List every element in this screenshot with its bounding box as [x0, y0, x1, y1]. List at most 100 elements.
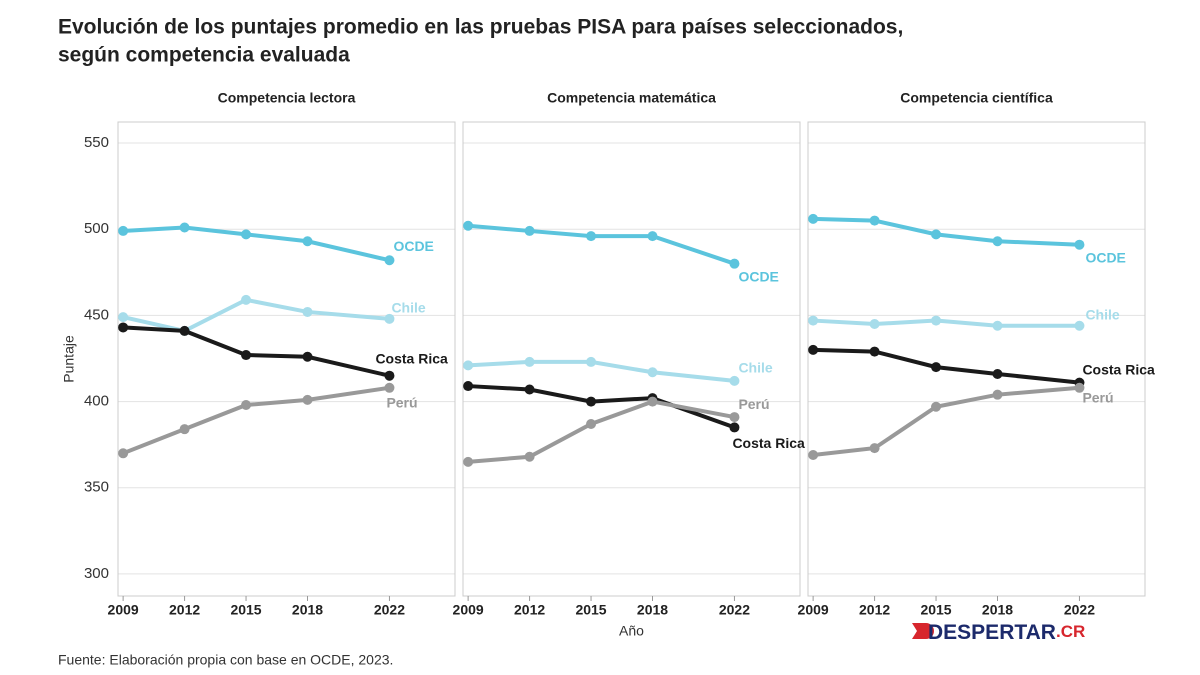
data-point: [302, 394, 313, 405]
logo-name: DESPERTAR: [928, 621, 1056, 644]
series-label: OCDE: [1085, 249, 1125, 265]
data-point: [463, 220, 474, 231]
x-tick-label: 2015: [920, 602, 951, 618]
data-point: [241, 294, 252, 305]
data-point: [869, 215, 880, 226]
x-tick-label: 2012: [514, 602, 545, 618]
chart-title: según competencia evaluada: [58, 44, 350, 67]
data-point: [931, 229, 942, 240]
series-label: Costa Rica: [732, 435, 805, 451]
series-label: Chile: [738, 360, 772, 376]
x-tick-label: 2009: [108, 602, 139, 618]
data-point: [302, 351, 313, 362]
data-point: [931, 362, 942, 373]
data-point: [384, 255, 395, 266]
data-point: [869, 443, 880, 454]
x-tick-label: 2018: [292, 602, 323, 618]
data-point: [586, 356, 597, 367]
logo: DESPERTAR.CR: [928, 621, 1085, 644]
data-point: [384, 313, 395, 324]
x-tick-label: 2022: [374, 602, 405, 618]
data-point: [869, 319, 880, 330]
x-tick-label: 2022: [719, 602, 750, 618]
data-point: [302, 306, 313, 317]
data-point: [647, 367, 658, 378]
y-tick-label: 550: [84, 134, 109, 151]
logo-icon: [912, 623, 934, 639]
series-label: OCDE: [738, 268, 778, 284]
data-point: [992, 389, 1003, 400]
x-tick-label: 2022: [1064, 602, 1095, 618]
data-point: [586, 396, 597, 407]
panel-title: Competencia matemática: [547, 90, 716, 106]
data-point: [179, 424, 190, 435]
data-point: [1074, 239, 1085, 250]
data-point: [241, 400, 252, 411]
panel-title: Competencia lectora: [218, 90, 356, 106]
data-point: [647, 396, 658, 407]
data-point: [524, 384, 535, 395]
data-point: [384, 370, 395, 381]
series-label: OCDE: [393, 238, 433, 254]
x-tick-label: 2018: [637, 602, 668, 618]
data-point: [463, 381, 474, 392]
x-tick-label: 2009: [798, 602, 829, 618]
data-point: [808, 344, 819, 355]
data-point: [241, 229, 252, 240]
data-point: [463, 456, 474, 467]
series-label: Chile: [391, 300, 425, 316]
series-label: Perú: [1082, 389, 1113, 405]
data-point: [992, 236, 1003, 247]
series-label: Perú: [386, 394, 417, 410]
y-tick-label: 500: [84, 220, 109, 237]
data-point: [869, 346, 880, 357]
data-point: [729, 375, 740, 386]
y-tick-label: 350: [84, 479, 109, 496]
x-tick-label: 2012: [859, 602, 890, 618]
source: Fuente: Elaboración propia con base en O…: [58, 652, 393, 668]
data-point: [524, 225, 535, 236]
data-point: [179, 325, 190, 336]
data-point: [118, 312, 129, 323]
data-point: [808, 450, 819, 461]
data-point: [586, 231, 597, 242]
data-point: [729, 412, 740, 423]
panel-frame: [462, 121, 801, 597]
data-point: [118, 448, 129, 459]
data-point: [302, 236, 313, 247]
data-point: [729, 422, 740, 433]
logo-suffix: .CR: [1056, 622, 1085, 641]
x-axis-label: Año: [619, 623, 644, 639]
panel-title: Competencia científica: [900, 90, 1053, 106]
data-point: [463, 360, 474, 371]
data-point: [1074, 320, 1085, 331]
x-tick-label: 2012: [169, 602, 200, 618]
series-label: Perú: [738, 396, 769, 412]
data-point: [241, 350, 252, 361]
series-label: Costa Rica: [1082, 361, 1155, 377]
data-point: [931, 315, 942, 326]
data-point: [808, 315, 819, 326]
y-tick-label: 400: [84, 393, 109, 410]
series-label: Chile: [1085, 306, 1119, 322]
series-label: Costa Rica: [375, 350, 448, 366]
chart-title: Evolución de los puntajes promedio en la…: [58, 16, 903, 39]
x-tick-label: 2018: [982, 602, 1013, 618]
data-point: [729, 258, 740, 269]
data-point: [118, 322, 129, 333]
y-tick-label: 300: [84, 565, 109, 582]
y-axis-label: Puntaje: [61, 335, 77, 383]
x-tick-label: 2015: [575, 602, 606, 618]
data-point: [524, 356, 535, 367]
panel-frame: [117, 121, 456, 597]
data-point: [384, 382, 395, 393]
data-point: [1074, 382, 1085, 393]
data-point: [931, 401, 942, 412]
data-point: [179, 222, 190, 233]
data-point: [586, 418, 597, 429]
data-point: [992, 368, 1003, 379]
data-point: [524, 451, 535, 462]
data-point: [992, 320, 1003, 331]
